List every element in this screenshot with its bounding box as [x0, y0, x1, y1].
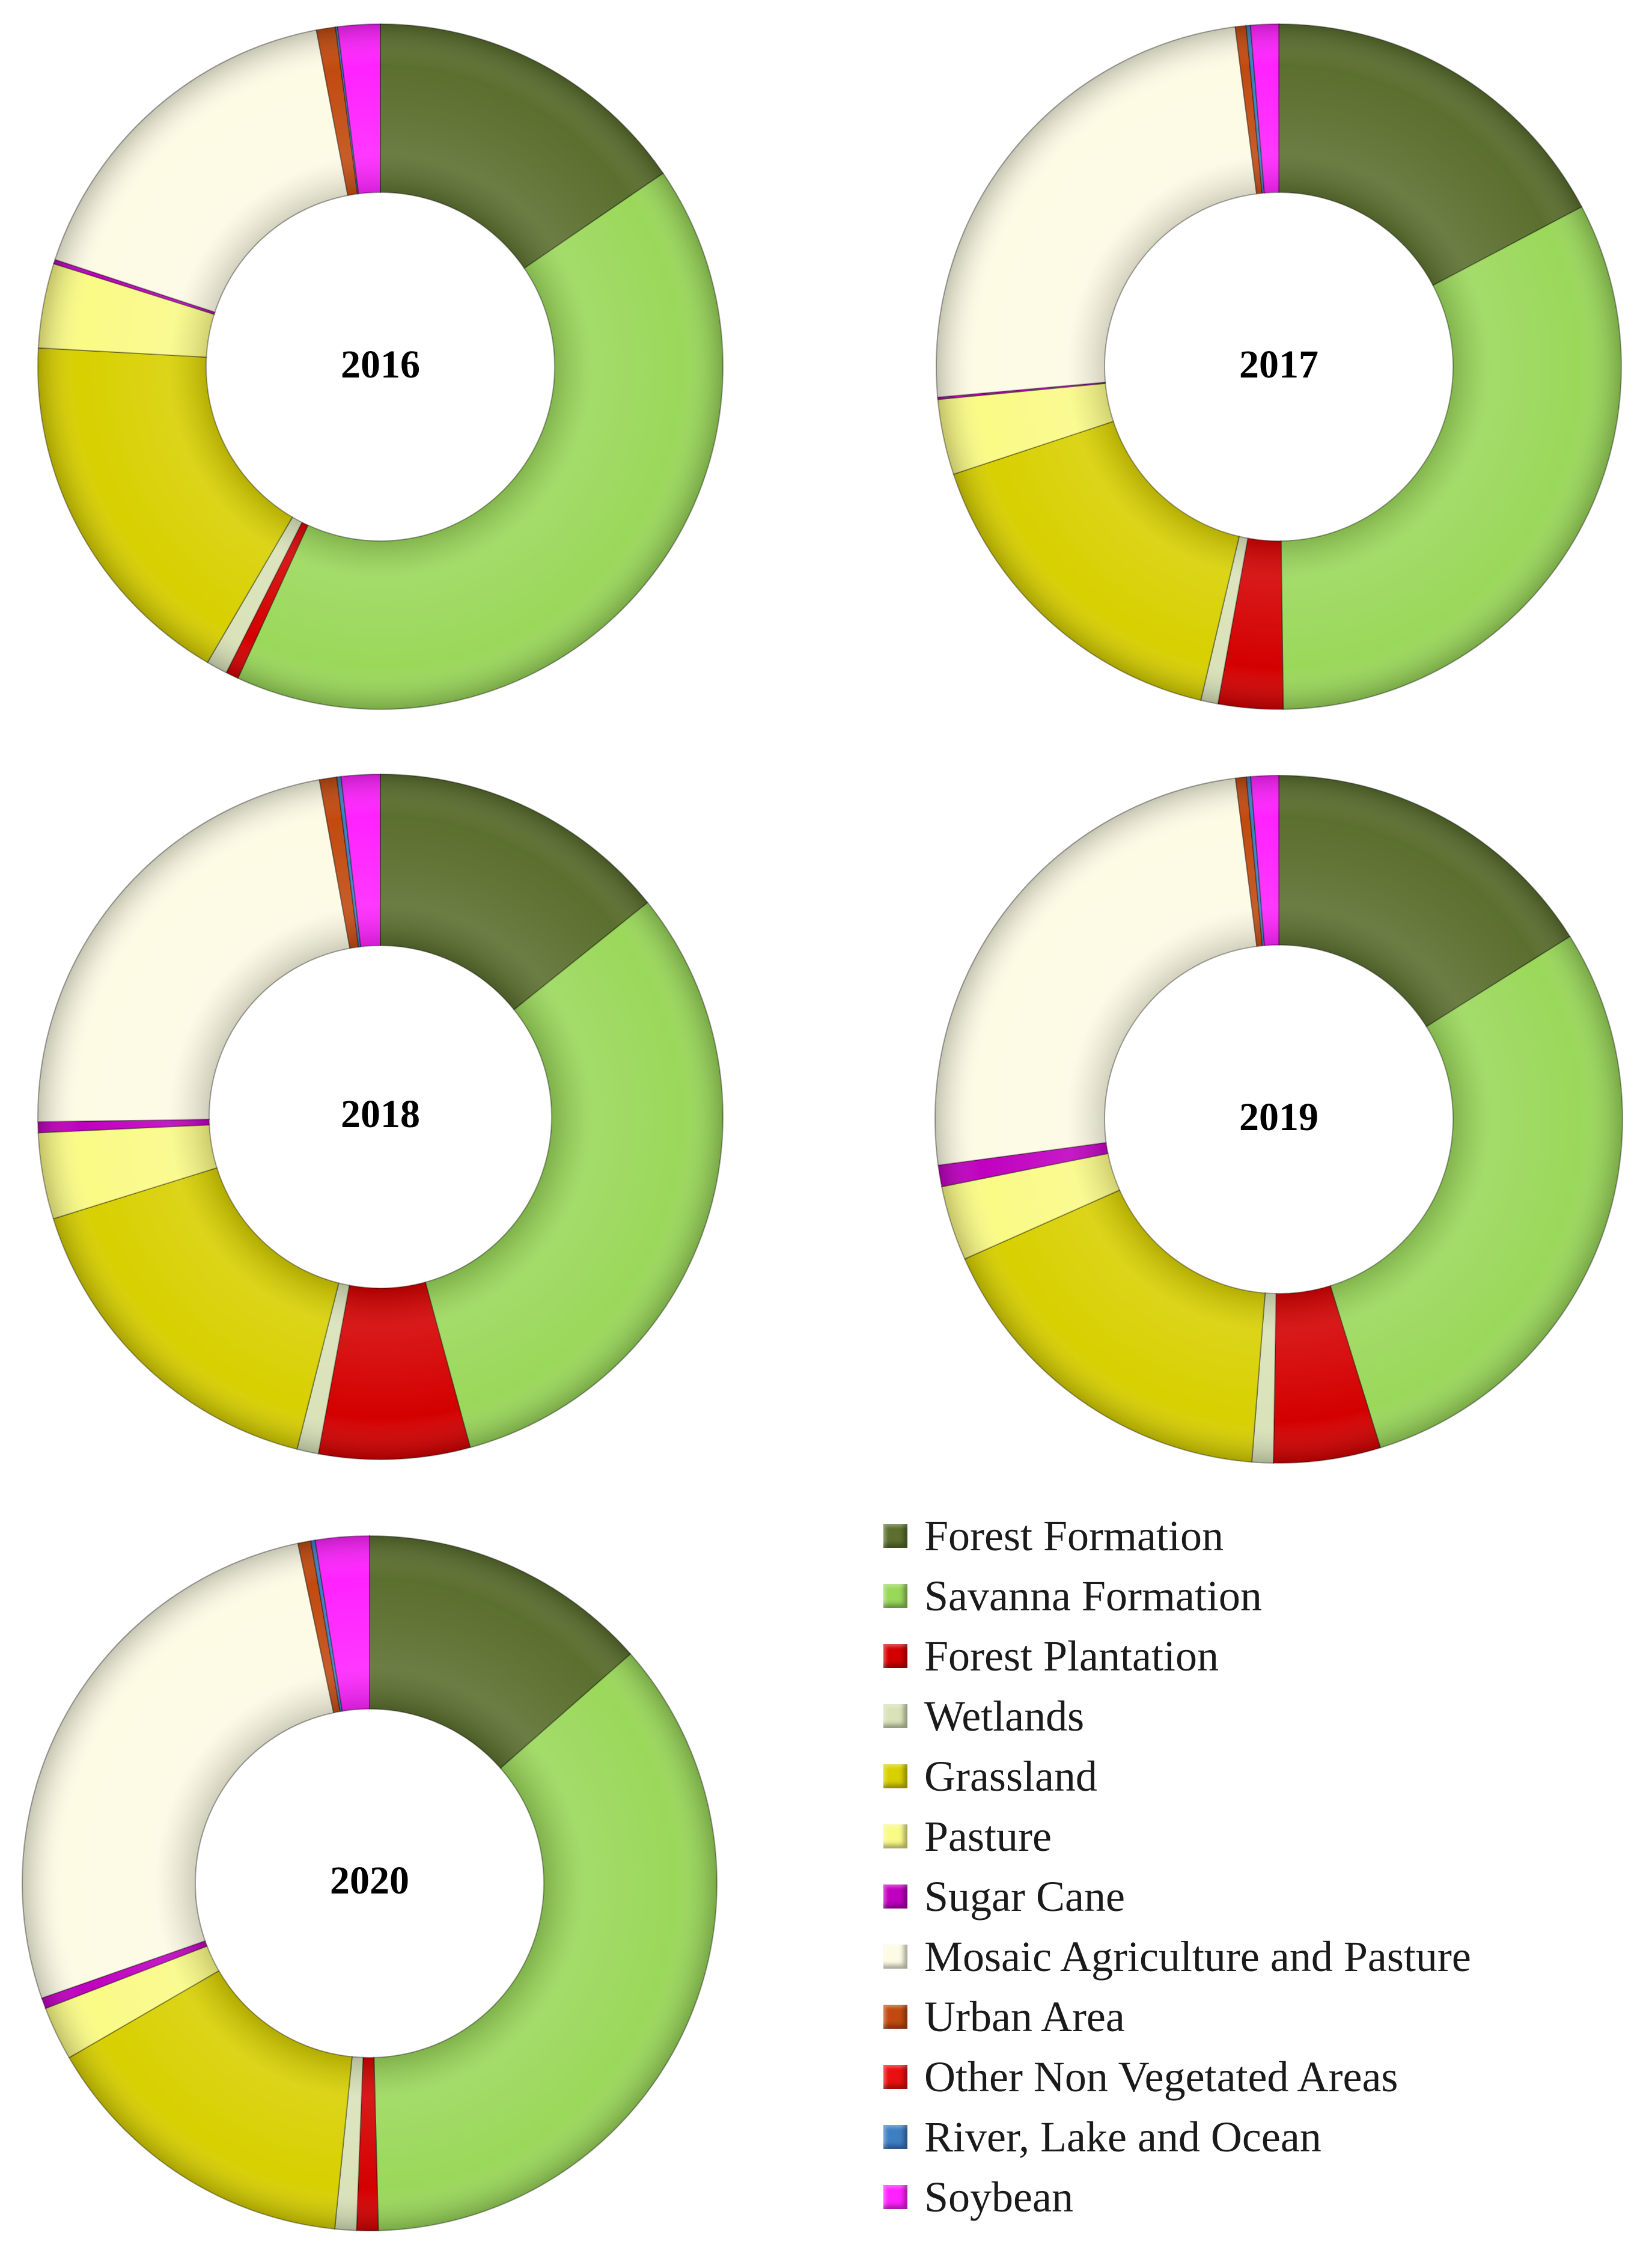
donut-title-2020: 2020 — [330, 1859, 409, 1903]
slice-2020-mosaic-agriculture-and-pasture — [22, 1542, 335, 1999]
legend-label: Savanna Formation — [924, 1571, 1262, 1620]
legend-item-forest-formation: Forest Formation — [883, 1506, 1641, 1566]
slice-2019-savanna-formation — [1329, 935, 1623, 1449]
legend-swatch-sugar-cane — [883, 1884, 907, 1909]
legend-swatch-forest-plantation — [883, 1644, 907, 1668]
donut-title-2017: 2017 — [1239, 343, 1318, 387]
donut-title-2016: 2016 — [341, 343, 420, 387]
legend-label: Grassland — [924, 1752, 1097, 1800]
donut-title-2019: 2019 — [1239, 1095, 1318, 1139]
legend-item-forest-plantation: Forest Plantation — [883, 1626, 1641, 1686]
slice-2017-grassland — [952, 420, 1240, 701]
legend-swatch-grassland — [883, 1764, 907, 1788]
donut-chart-2018: 2018 — [37, 773, 724, 1460]
slice-2019-mosaic-agriculture-and-pasture — [934, 777, 1258, 1166]
legend-item-pasture: Pasture — [883, 1806, 1641, 1866]
slice-2017-savanna-formation — [1280, 206, 1622, 710]
legend-label: Forest Formation — [924, 1511, 1224, 1560]
chart-legend: Forest Formation Savanna Formation Forest … — [883, 1506, 1641, 2227]
donut-title-2018: 2018 — [341, 1092, 420, 1136]
legend-swatch-forest-formation — [883, 1524, 907, 1548]
legend-item-savanna-formation: Savanna Formation — [883, 1566, 1641, 1626]
slice-2020-savanna-formation — [373, 1653, 718, 2231]
legend-swatch-soybean — [883, 2185, 907, 2209]
legend-swatch-wetlands — [883, 1704, 907, 1728]
legend-label: Soybean — [924, 2172, 1073, 2221]
legend-item-river-lake-and-ocean: River, Lake and Ocean — [883, 2107, 1641, 2167]
legend-label: River, Lake and Ocean — [924, 2112, 1321, 2161]
slice-2018-grassland — [52, 1167, 340, 1450]
donut-chart-2019: 2019 — [934, 774, 1623, 1464]
legend-label: Other Non Vegetated Areas — [924, 2052, 1398, 2101]
legend-swatch-pasture — [883, 1824, 907, 1848]
legend-item-urban-area: Urban Area — [883, 1987, 1641, 2047]
legend-label: Sugar Cane — [924, 1872, 1125, 1921]
legend-label: Pasture — [924, 1812, 1052, 1860]
legend-swatch-mosaic-agriculture-and-pasture — [883, 1945, 907, 1969]
legend-item-sugar-cane: Sugar Cane — [883, 1866, 1641, 1927]
legend-item-wetlands: Wetlands — [883, 1686, 1641, 1746]
donut-chart-2017: 2017 — [936, 23, 1622, 710]
legend-label: Mosaic Agriculture and Pasture — [924, 1932, 1471, 1981]
legend-label: Forest Plantation — [924, 1631, 1219, 1680]
slice-2017-mosaic-agriculture-and-pasture — [936, 26, 1258, 398]
legend-item-soybean: Soybean — [883, 2167, 1641, 2227]
slice-2018-savanna-formation — [424, 901, 724, 1449]
slice-2016-savanna-formation — [237, 172, 724, 710]
legend-item-other-non-vegetated-areas: Other Non Vegetated Areas — [883, 2047, 1641, 2107]
legend-swatch-urban-area — [883, 2005, 907, 2029]
slice-2018-mosaic-agriculture-and-pasture — [37, 778, 351, 1123]
legend-item-grassland: Grassland — [883, 1746, 1641, 1806]
legend-swatch-river-lake-and-ocean — [883, 2125, 907, 2149]
slice-2016-mosaic-agriculture-and-pasture — [54, 29, 349, 313]
donut-chart-2020: 2020 — [22, 1535, 718, 2231]
legend-item-mosaic-agriculture-and-pasture: Mosaic Agriculture and Pasture — [883, 1927, 1641, 1987]
donut-chart-2016: 2016 — [37, 23, 724, 710]
legend-swatch-savanna-formation — [883, 1584, 907, 1608]
legend-label: Urban Area — [924, 1992, 1125, 2041]
legend-swatch-other-non-vegetated-areas — [883, 2065, 907, 2089]
legend-label: Wetlands — [924, 1692, 1085, 1740]
